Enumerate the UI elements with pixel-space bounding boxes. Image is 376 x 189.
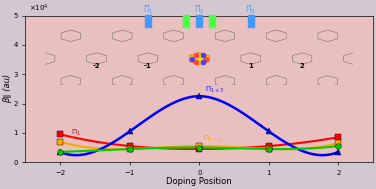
Y-axis label: β∥ (au): β∥ (au): [3, 74, 12, 103]
Text: 1: 1: [248, 63, 253, 69]
X-axis label: Doping Position: Doping Position: [167, 177, 232, 186]
Text: -2: -2: [93, 63, 100, 69]
Text: -1: -1: [144, 63, 152, 69]
Text: $\Pi_{1+3}$: $\Pi_{1+3}$: [205, 85, 224, 95]
Text: $\Pi_1$: $\Pi_1$: [71, 127, 80, 138]
Text: $\Pi_2$: $\Pi_2$: [194, 3, 205, 16]
Text: 2: 2: [300, 63, 305, 69]
Text: $\Pi_{1+1}$: $\Pi_{1+1}$: [203, 134, 222, 144]
Text: $\Pi_1$: $\Pi_1$: [143, 3, 153, 16]
Polygon shape: [190, 53, 209, 64]
Text: $\times10^4$: $\times10^4$: [29, 3, 49, 14]
Text: $\Pi_3$: $\Pi_3$: [245, 3, 256, 16]
